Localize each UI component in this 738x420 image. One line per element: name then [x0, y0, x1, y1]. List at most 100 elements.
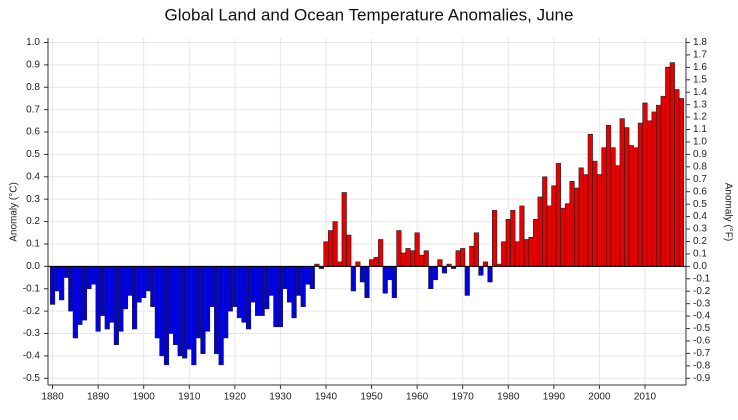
bar — [519, 205, 525, 267]
bar — [268, 266, 274, 296]
bar — [628, 145, 634, 267]
y2-tick-label: 0.4 — [693, 211, 707, 222]
bar — [341, 192, 347, 267]
bar — [542, 176, 548, 267]
bar — [405, 248, 411, 267]
y2-tick-label: 1.3 — [693, 99, 707, 110]
y-tick-label: -0.2 — [23, 306, 41, 317]
bar — [186, 266, 192, 350]
bar — [154, 266, 160, 339]
bar — [610, 147, 616, 267]
bar — [646, 120, 653, 267]
y-tick-label: -0.4 — [23, 351, 41, 362]
bar — [323, 241, 329, 267]
bar — [533, 219, 539, 267]
bar — [419, 254, 425, 267]
bar — [587, 133, 593, 267]
chart-title: Global Land and Ocean Temperature Anomal… — [165, 5, 574, 24]
bar — [209, 266, 215, 307]
bar — [601, 147, 607, 267]
bar — [296, 266, 302, 296]
y2-axis-label: Anomaly (°F) — [722, 183, 733, 241]
bar — [510, 210, 516, 267]
bar — [159, 266, 165, 357]
bar — [337, 261, 343, 267]
bar — [592, 160, 598, 267]
bar — [537, 196, 543, 267]
x-tick-label: 1920 — [224, 392, 247, 403]
bar — [378, 239, 384, 267]
y-tick-label: 0.0 — [26, 261, 40, 272]
bar — [555, 163, 561, 267]
bar — [423, 250, 429, 267]
bar — [551, 185, 557, 267]
y2-tick-label: 0.3 — [693, 224, 707, 235]
bar — [359, 266, 366, 283]
bar — [327, 230, 334, 267]
y-tick-label: 0.3 — [26, 194, 40, 205]
bar — [414, 232, 420, 267]
bar — [255, 266, 261, 316]
bar — [264, 266, 270, 310]
bar — [487, 266, 493, 283]
y2-tick-label: 0.2 — [693, 236, 707, 247]
y2-tick-label: -0.5 — [693, 323, 711, 334]
bar — [241, 266, 247, 323]
y2-tick-label: 0.1 — [693, 249, 707, 260]
bar — [49, 266, 56, 305]
bar — [642, 102, 648, 267]
bar — [482, 261, 489, 267]
y-tick-label: 1.0 — [26, 37, 40, 48]
bar — [660, 95, 666, 267]
bar — [665, 66, 671, 267]
y2-tick-label: 1.7 — [693, 50, 707, 61]
bar — [236, 266, 242, 319]
x-tick-label: 2010 — [634, 392, 657, 403]
y2-tick-label: 0.0 — [693, 261, 707, 272]
x-tick-label: 1930 — [269, 392, 292, 403]
bar — [560, 207, 566, 267]
y-axis-label: Anomaly (°C) — [9, 182, 20, 242]
bar — [118, 266, 124, 332]
bar — [368, 259, 375, 267]
x-tick-label: 2000 — [588, 392, 611, 403]
bar — [391, 266, 397, 298]
bar — [223, 266, 229, 339]
bar — [227, 266, 233, 312]
bar — [72, 266, 78, 339]
bar — [136, 266, 142, 303]
y2-tick-label: -0.4 — [693, 311, 711, 322]
bar — [605, 125, 612, 267]
y2-tick-label: -0.3 — [693, 298, 711, 309]
bar — [309, 266, 315, 290]
y2-tick-label: -0.6 — [693, 336, 711, 347]
bar — [441, 266, 448, 274]
bar — [596, 174, 602, 267]
bar — [455, 250, 461, 267]
bar — [569, 180, 575, 267]
bar — [478, 266, 484, 276]
bar — [145, 266, 151, 292]
bar — [546, 205, 552, 267]
bar — [678, 98, 685, 267]
bar — [81, 266, 88, 321]
y-tick-label: 0.8 — [26, 82, 40, 93]
bar — [141, 266, 147, 298]
y2-tick-label: 1.0 — [693, 137, 707, 148]
y2-tick-label: -0.1 — [693, 273, 711, 284]
bar — [90, 266, 97, 285]
bar — [250, 266, 256, 303]
bar — [282, 266, 288, 290]
y-tick-label: 0.1 — [26, 239, 40, 250]
bar — [286, 266, 293, 303]
y2-tick-label: -0.9 — [693, 373, 711, 384]
bar — [633, 147, 639, 267]
x-tick-label: 1960 — [406, 392, 429, 403]
bar — [200, 266, 206, 354]
bar — [232, 266, 238, 307]
bar — [473, 232, 479, 267]
x-tick-label: 1990 — [543, 392, 566, 403]
x-tick-label: 1940 — [315, 392, 338, 403]
bar — [54, 266, 60, 292]
y-tick-label: 0.5 — [26, 149, 40, 160]
